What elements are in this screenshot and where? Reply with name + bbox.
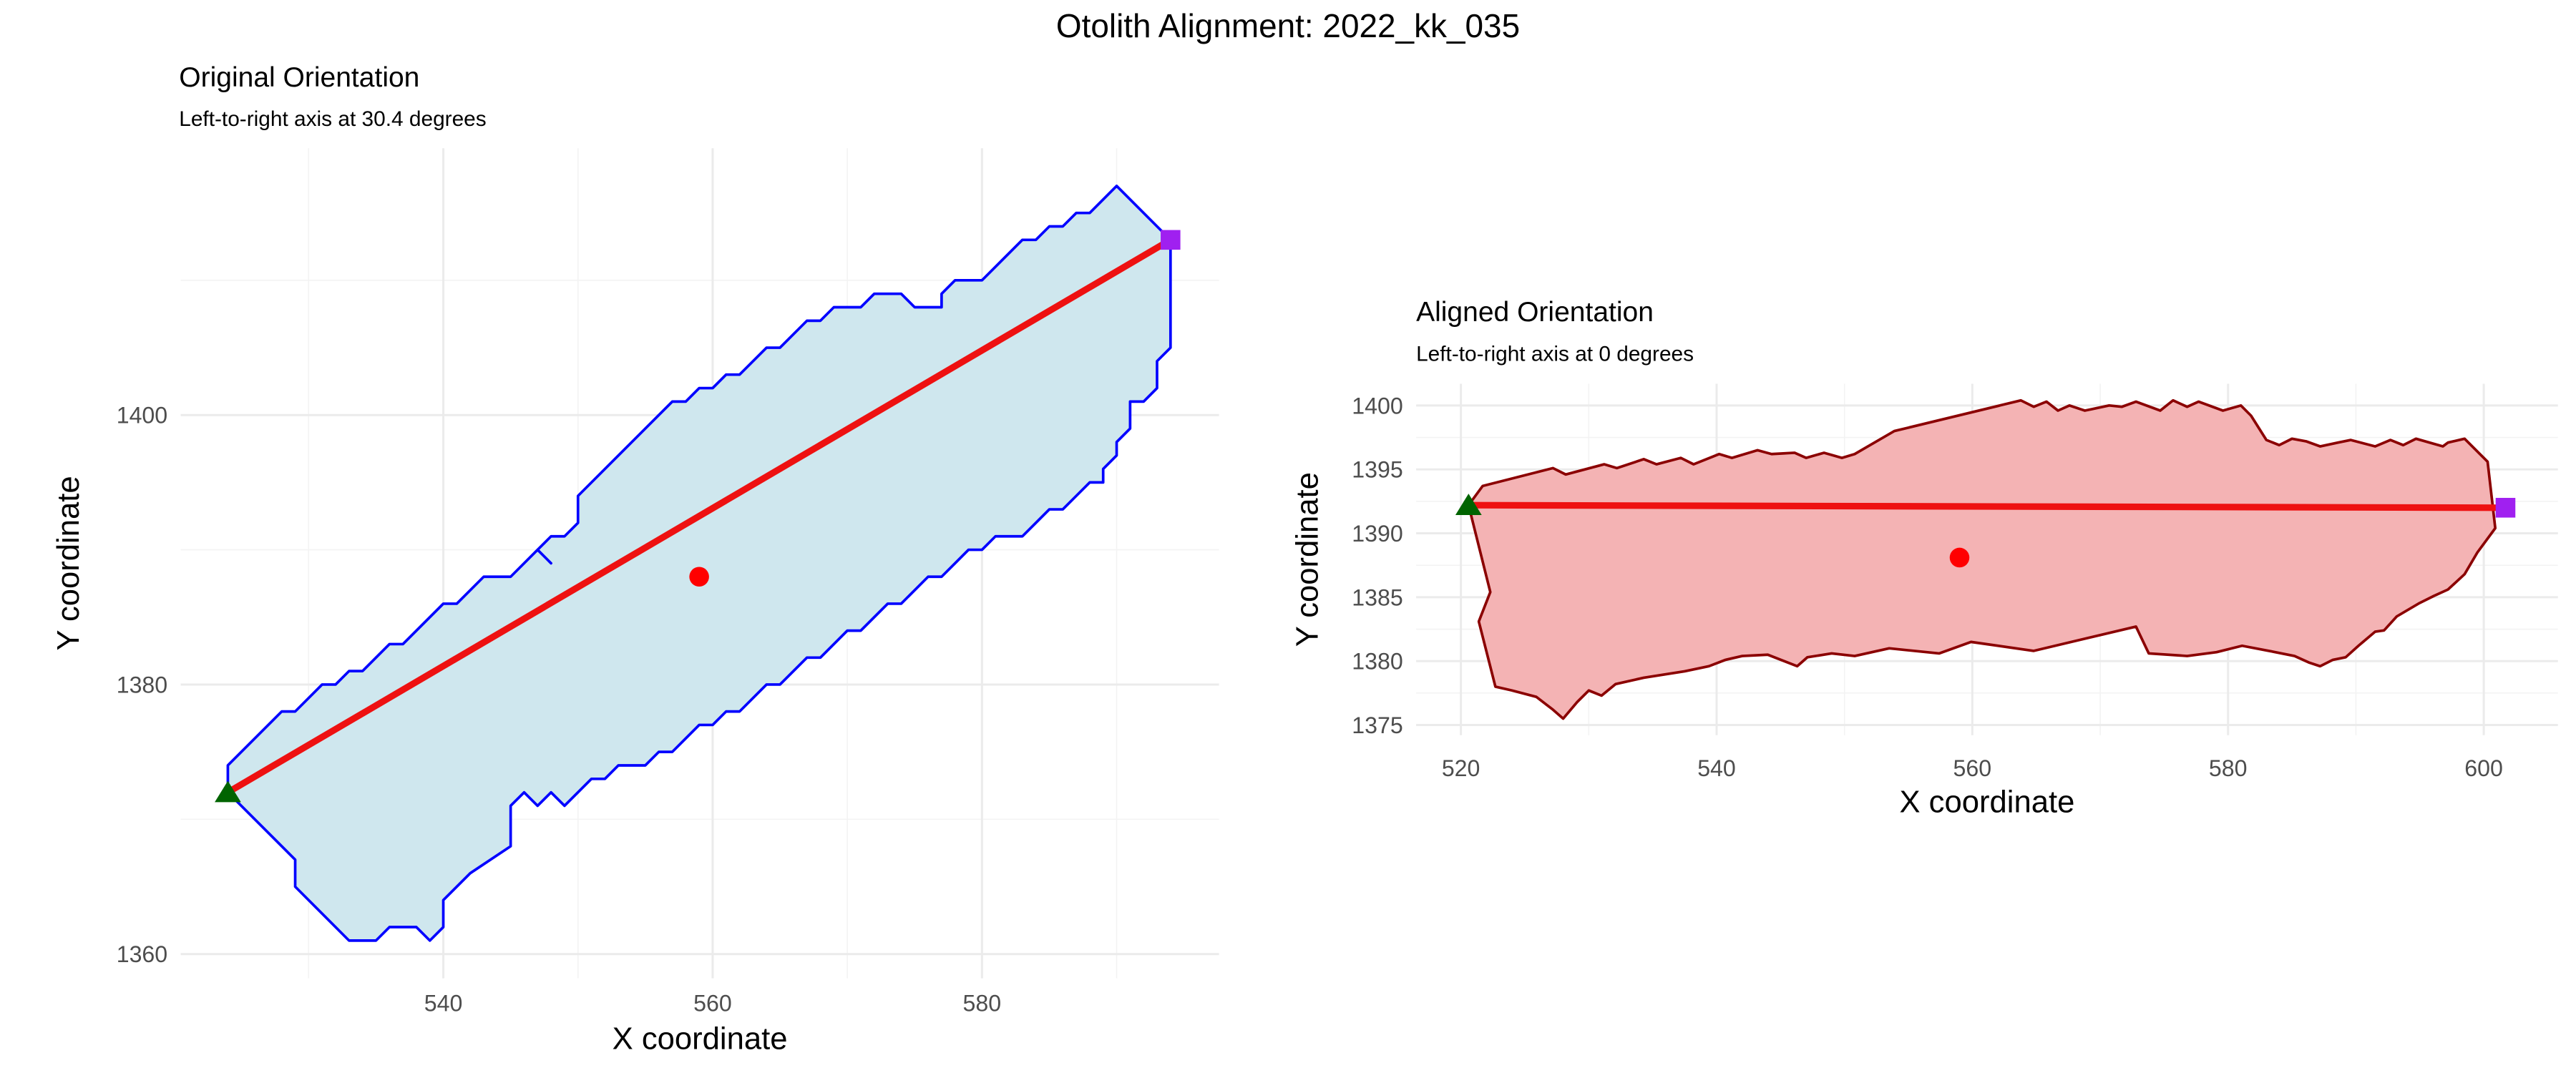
x-tick-label: 580 — [963, 991, 1002, 1016]
start-marker — [215, 780, 241, 803]
x-axis-label: X coordinate — [1899, 785, 2074, 820]
x-tick-label: 540 — [424, 991, 463, 1016]
y-tick-label: 1385 — [1352, 584, 1402, 610]
y-tick-label: 1395 — [1352, 457, 1402, 483]
panel-title: Original Orientation — [179, 62, 419, 93]
axis-line — [1468, 501, 2506, 511]
figure-title: Otolith Alignment: 2022_kk_035 — [1056, 7, 1520, 44]
y-axis-label: Y coordinate — [1290, 472, 1324, 647]
end-marker — [1161, 230, 1181, 250]
panel-title: Aligned Orientation — [1416, 297, 1654, 328]
x-tick-label: 540 — [1697, 755, 1736, 781]
axis-line — [226, 237, 1173, 795]
end-marker — [2495, 498, 2516, 518]
x-tick-label: 520 — [1442, 755, 1480, 781]
y-tick-label: 1380 — [117, 672, 167, 697]
outline — [226, 185, 1172, 942]
x-tick-label: 560 — [1953, 755, 1992, 781]
y-tick-label: 1400 — [1352, 393, 1402, 418]
y-axis-label: Y coordinate — [52, 476, 86, 650]
y-tick-label: 1390 — [1352, 521, 1402, 547]
y-tick-label: 1380 — [1352, 649, 1402, 675]
centroid — [1949, 547, 1970, 568]
panel-subtitle: Left-to-right axis at 0 degrees — [1416, 342, 1694, 366]
y-tick-label: 1375 — [1352, 712, 1402, 738]
centroid — [689, 567, 709, 587]
x-tick-label: 600 — [2464, 755, 2503, 781]
panel-subtitle: Left-to-right axis at 30.4 degrees — [179, 107, 486, 131]
y-tick-label: 1360 — [117, 941, 167, 967]
outline — [1467, 398, 2497, 720]
y-tick-label: 1400 — [117, 403, 167, 428]
x-tick-label: 580 — [2209, 755, 2248, 781]
x-axis-label: X coordinate — [613, 1021, 788, 1056]
start-marker — [1455, 494, 1482, 515]
x-tick-label: 560 — [693, 991, 732, 1016]
